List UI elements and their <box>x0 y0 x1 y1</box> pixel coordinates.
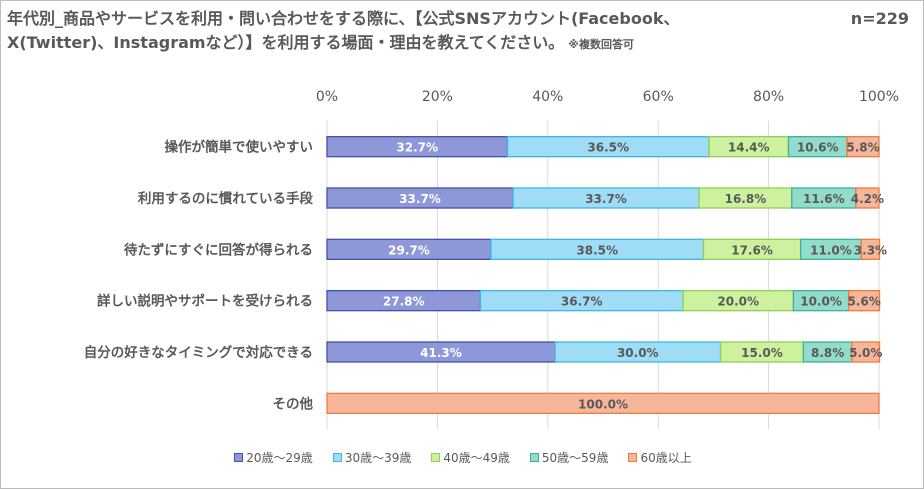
x-tick-label: 0% <box>316 89 338 105</box>
category-label: 自分の好きなタイミングで対応できる <box>84 344 313 361</box>
sample-size-label: n=229 <box>850 9 909 28</box>
legend-label: 50歳～59歳 <box>541 451 609 465</box>
category-label: 詳しい説明やサポートを受けられる <box>97 293 313 310</box>
data-label: 5.6% <box>847 295 880 309</box>
data-label: 33.7% <box>399 192 441 206</box>
data-label: 33.7% <box>585 192 627 206</box>
bar-segment <box>860 238 881 260</box>
data-label: 16.8% <box>725 192 767 206</box>
category-label: 操作が簡単で使いやすい <box>165 139 314 156</box>
category-label: 待たずにすぐに回答が得られる <box>124 241 313 258</box>
data-label: 3.3% <box>854 243 887 257</box>
bar-segment <box>855 187 880 209</box>
data-label: 10.6% <box>797 141 839 155</box>
bar-segment <box>326 392 880 414</box>
data-label: 14.4% <box>728 141 770 155</box>
data-label: 5.8% <box>846 141 879 155</box>
category-label: 利用するのに慣れている手段 <box>138 190 314 207</box>
data-label: 30.0% <box>617 346 659 360</box>
chart-title: 年代別_商品やサービスを利用・問い合わせをする際に、【公式SNSアカウント(Fa… <box>7 7 737 57</box>
x-tick-label: 40% <box>532 89 563 105</box>
legend-item: 50歳～59歳 <box>529 449 609 466</box>
bar-segment <box>847 290 881 312</box>
legend-item: 60歳以上 <box>628 449 692 466</box>
data-label: 29.7% <box>388 243 430 257</box>
bar-segment <box>846 136 880 158</box>
data-label: 100.0% <box>578 397 628 411</box>
chart-title-text: 年代別_商品やサービスを利用・問い合わせをする際に、【公式SNSアカウント(Fa… <box>7 9 680 52</box>
legend-swatch <box>529 453 539 462</box>
data-label: 27.8% <box>383 295 425 309</box>
data-label: 10.0% <box>800 295 842 309</box>
data-label: 15.0% <box>741 346 783 360</box>
x-tick-label: 100% <box>859 89 899 105</box>
data-label: 20.0% <box>717 295 759 309</box>
legend-swatch <box>332 453 342 462</box>
legend-label: 20歳～29歳 <box>246 451 313 465</box>
legend-label: 40歳～49歳 <box>443 451 510 465</box>
legend-item: 20歳～29歳 <box>234 449 313 466</box>
x-tick-label: 60% <box>643 89 674 105</box>
data-label: 5.0% <box>849 346 882 360</box>
chart-note: ※複数回答可 <box>568 38 634 51</box>
legend-label: 60歳以上 <box>640 451 692 465</box>
bar-segment <box>851 341 881 363</box>
legend-swatch <box>234 453 244 462</box>
data-label: 8.8% <box>811 346 844 360</box>
data-label: 38.5% <box>576 243 618 257</box>
data-label: 32.7% <box>396 141 438 155</box>
data-label: 36.7% <box>561 295 603 309</box>
data-label: 36.5% <box>587 141 629 155</box>
legend-label: 30歳～39歳 <box>344 451 412 465</box>
data-label: 4.2% <box>851 192 884 206</box>
data-label: 41.3% <box>420 346 462 360</box>
data-label: 11.0% <box>810 243 852 257</box>
legend-swatch <box>431 453 441 462</box>
legend-item: 40歳～49歳 <box>431 449 510 466</box>
chart-legend: 20歳～29歳 30歳～39歳 40歳～49歳 50歳～59歳 60歳以上 <box>1 449 924 466</box>
data-label: 17.6% <box>731 243 773 257</box>
category-label: その他 <box>273 395 314 412</box>
x-tick-label: 20% <box>422 89 453 105</box>
x-tick-label: 80% <box>753 89 784 105</box>
legend-swatch <box>628 453 638 462</box>
legend-item: 30歳～39歳 <box>332 449 412 466</box>
data-label: 11.6% <box>803 192 845 206</box>
